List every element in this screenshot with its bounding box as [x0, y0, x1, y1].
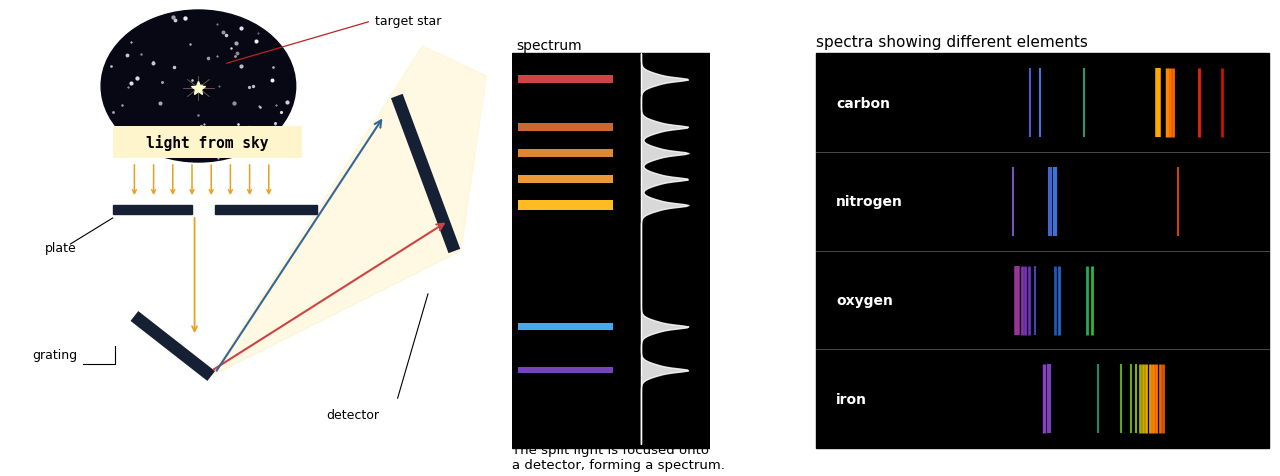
Text: plate: plate — [45, 241, 77, 255]
Bar — [518, 150, 613, 158]
Text: grating: grating — [32, 348, 77, 361]
Bar — [518, 76, 613, 84]
Text: detector: detector — [326, 408, 379, 421]
Text: iron: iron — [836, 392, 867, 406]
Text: spectra showing different elements: spectra showing different elements — [817, 35, 1088, 50]
Circle shape — [101, 11, 296, 163]
Bar — [518, 124, 613, 132]
Text: oxygen: oxygen — [836, 294, 892, 307]
Bar — [215, 206, 317, 215]
Bar — [113, 127, 302, 159]
Bar — [518, 201, 613, 210]
Text: The split light is focused onto
a detector, forming a spectrum.: The split light is focused onto a detect… — [512, 443, 724, 471]
Bar — [817, 54, 1268, 448]
Text: nitrogen: nitrogen — [836, 195, 902, 209]
Text: light from sky: light from sky — [146, 135, 269, 151]
Bar — [113, 206, 192, 215]
Text: spectrum: spectrum — [516, 39, 581, 53]
Polygon shape — [211, 47, 486, 376]
Bar — [518, 176, 613, 184]
Bar — [518, 367, 613, 374]
Bar — [518, 324, 613, 330]
Text: target star: target star — [375, 15, 442, 29]
Text: carbon: carbon — [836, 97, 890, 110]
